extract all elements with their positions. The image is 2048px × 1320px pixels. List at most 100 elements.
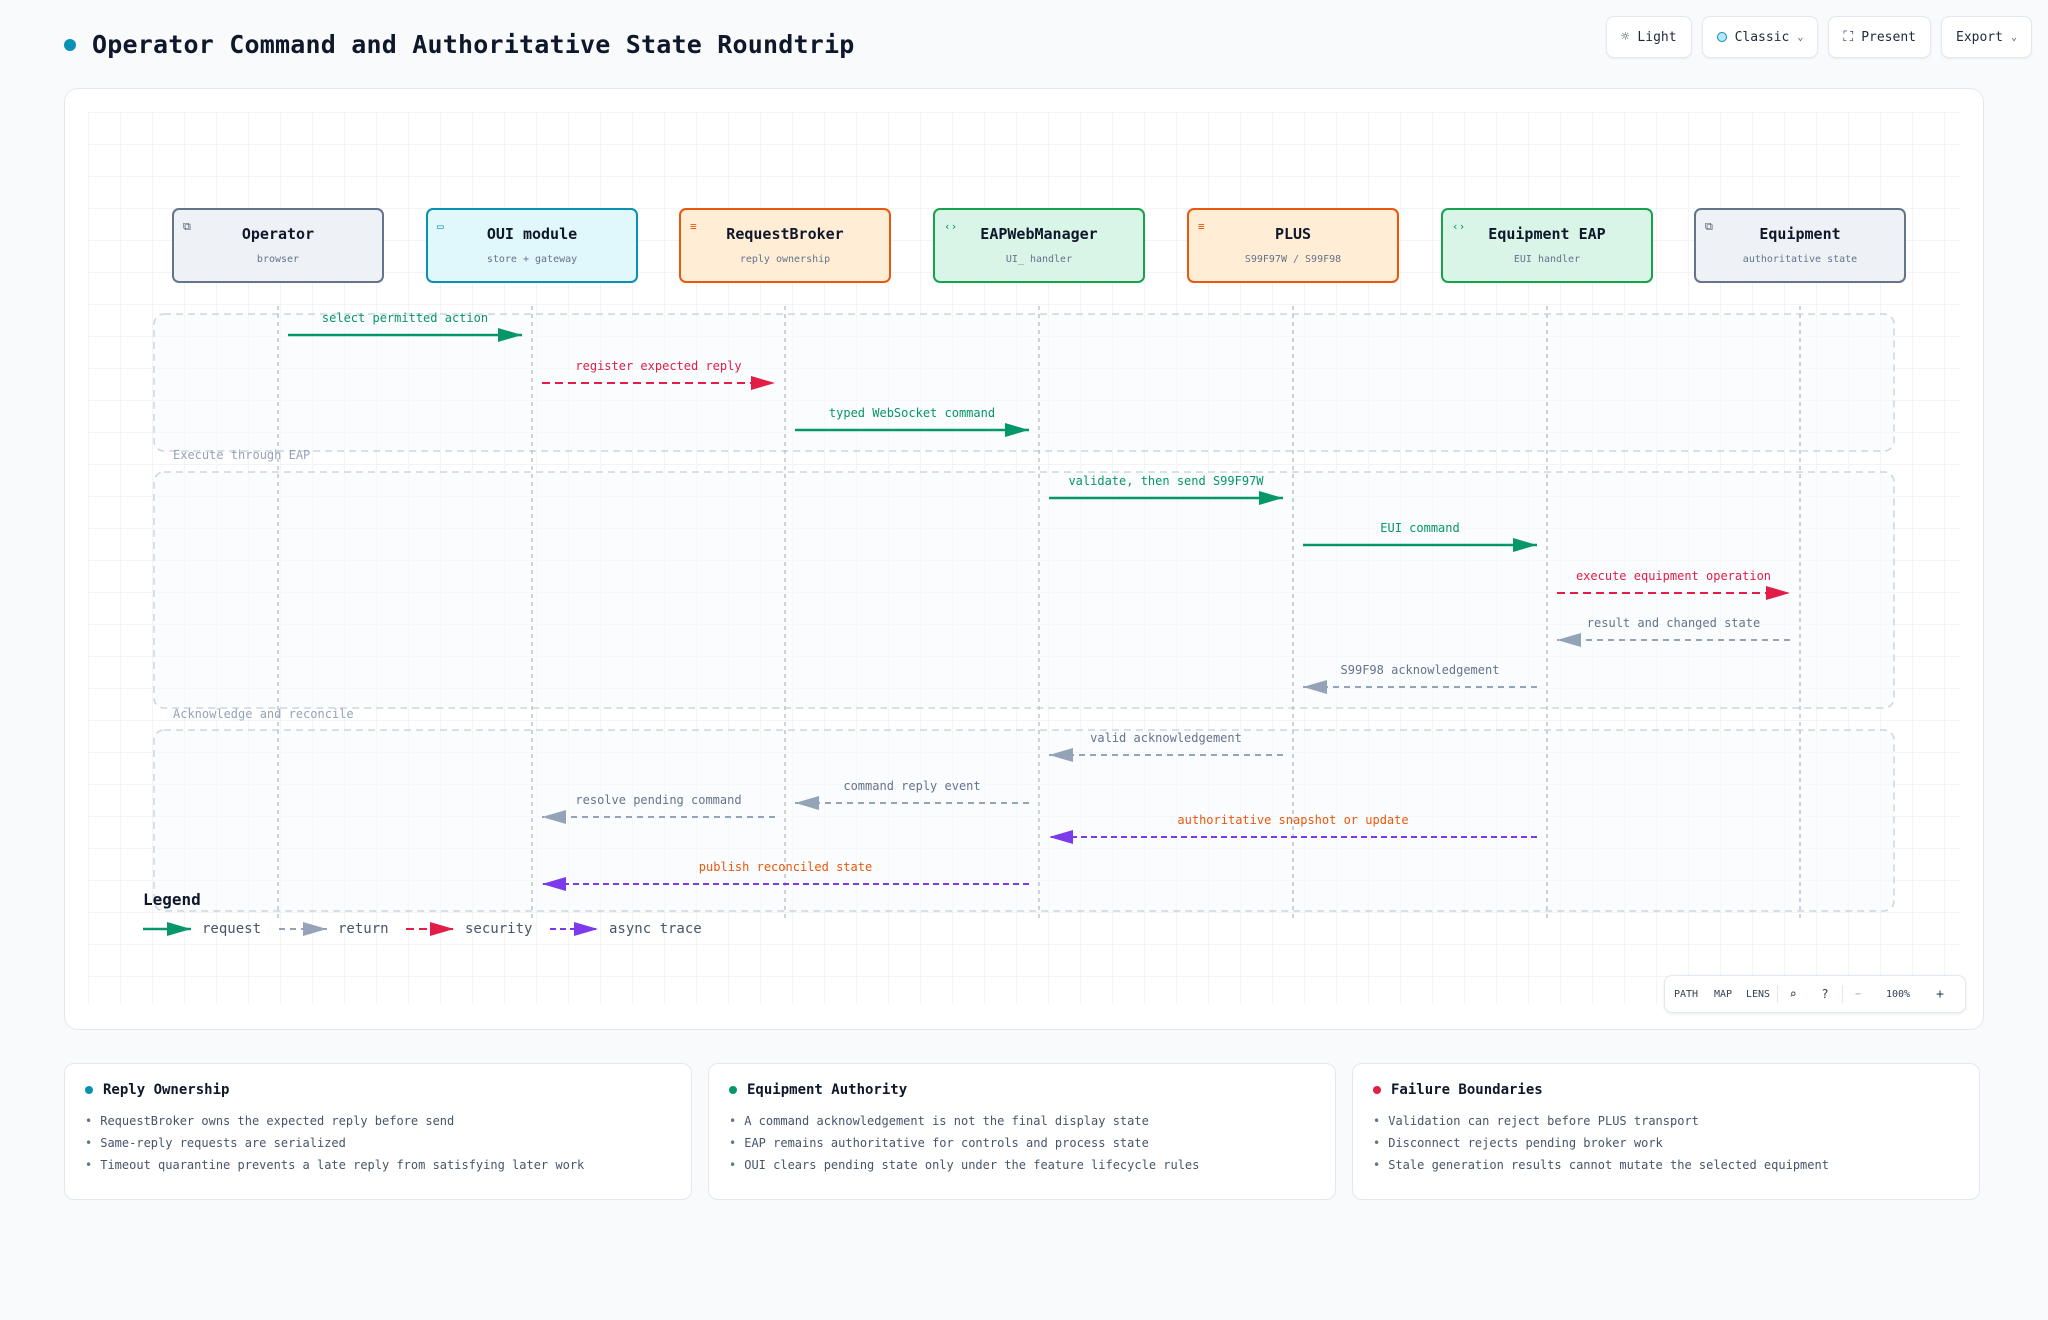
participant-subtitle: store + gateway	[487, 254, 577, 265]
divider	[1842, 985, 1843, 1003]
card-header: Reply Ownership	[85, 1082, 671, 1098]
message-label: execute equipment operation	[1576, 569, 1771, 583]
theme-light-label: Light	[1637, 29, 1677, 45]
info-card: Reply Ownership RequestBroker owns the ex…	[64, 1063, 692, 1200]
legend-label: request	[202, 921, 261, 937]
card-header: Equipment Authority	[729, 1082, 1315, 1098]
zoom-in-button[interactable]: +	[1936, 986, 1944, 1002]
participant-equipment-eap[interactable]	[1441, 208, 1653, 283]
style-classic-label: Classic	[1734, 29, 1790, 45]
browser-icon: ▭	[437, 220, 444, 233]
page-title: Operator Command and Authoritative State…	[92, 30, 855, 59]
legend-label: return	[338, 921, 389, 937]
participant-name: PLUS	[1275, 225, 1311, 243]
search-icon[interactable]: ⌕	[1789, 987, 1797, 1001]
zoom-toolbar: PATH MAP LENS ⌕ ? − 100% +	[1664, 975, 1966, 1013]
message-label: register expected reply	[575, 359, 741, 373]
export-dropdown[interactable]: Export ⌄	[1941, 16, 2032, 58]
legend-label: async trace	[609, 921, 702, 937]
group-frame	[153, 471, 1895, 709]
participant-subtitle: reply ownership	[740, 254, 830, 265]
list-item: Disconnect rejects pending broker work	[1373, 1132, 1959, 1154]
info-cards: Reply Ownership RequestBroker owns the ex…	[64, 1063, 1980, 1200]
list-item: Validation can reject before PLUS transp…	[1373, 1110, 1959, 1132]
path-toggle[interactable]: PATH	[1673, 988, 1699, 1000]
code-icon: ‹›	[944, 220, 957, 233]
list-icon: ≡	[690, 220, 697, 233]
message-label: valid acknowledgement	[1090, 731, 1242, 745]
list-item: A command acknowledgement is not the fin…	[729, 1110, 1315, 1132]
style-classic-dropdown[interactable]: Classic ⌄	[1701, 16, 1819, 58]
lens-toggle[interactable]: LENS	[1745, 988, 1771, 1000]
theme-light-button[interactable]: ☼ Light	[1605, 16, 1692, 58]
participant-equipment[interactable]	[1694, 208, 1906, 283]
message-label: S99F98 acknowledgement	[1341, 663, 1500, 677]
list-item: EAP remains authoritative for controls a…	[729, 1132, 1315, 1154]
window-icon: ⧉	[183, 220, 191, 233]
message-label: typed WebSocket command	[829, 406, 995, 420]
palette-dot-icon	[1716, 32, 1727, 42]
present-label: Present	[1861, 29, 1916, 45]
participant-name: EAPWebManager	[980, 225, 1097, 243]
participant-subtitle: S99F97W / S99F98	[1245, 254, 1341, 265]
participant-plus[interactable]	[1187, 208, 1399, 283]
participant-subtitle: authoritative state	[1743, 254, 1857, 265]
header: Operator Command and Authoritative State…	[64, 30, 855, 59]
participant-subtitle: EUI handler	[1514, 254, 1580, 265]
list-icon: ≡	[1198, 220, 1205, 233]
card-list: Validation can reject before PLUS transp…	[1373, 1110, 1959, 1176]
participant-requestbroker[interactable]	[679, 208, 891, 283]
info-card: Equipment Authority A command acknowledge…	[708, 1063, 1336, 1200]
card-title: Equipment Authority	[747, 1082, 908, 1098]
chevron-down-icon: ⌄	[1797, 31, 1804, 43]
group-frame	[153, 729, 1895, 912]
participant-name: Equipment	[1759, 225, 1840, 243]
list-item: OUI clears pending state only under the …	[729, 1154, 1315, 1176]
message-label: validate, then send S99F97W	[1068, 474, 1264, 488]
group-label: Acknowledge and reconcile	[173, 707, 354, 721]
list-item: Stale generation results cannot mutate t…	[1373, 1154, 1959, 1176]
toolbar: ☼ Light Classic ⌄ ⛶ Present Export ⌄	[1605, 16, 2032, 58]
code-icon: ‹›	[1452, 220, 1465, 233]
participant-name: OUI module	[487, 225, 577, 243]
group-frame	[153, 313, 1895, 452]
zoom-out-button[interactable]: −	[1854, 988, 1862, 1000]
message-label: result and changed state	[1587, 616, 1760, 630]
status-dot-icon	[1373, 1086, 1381, 1094]
present-button[interactable]: ⛶ Present	[1828, 16, 1931, 58]
info-card: Failure Boundaries Validation can reject …	[1352, 1063, 1980, 1200]
divider	[1777, 985, 1778, 1003]
status-dot-icon	[729, 1086, 737, 1094]
help-icon[interactable]: ?	[1821, 987, 1829, 1001]
participant-oui-module[interactable]	[426, 208, 638, 283]
participant-name: Operator	[242, 225, 314, 243]
participant-eapwebmanager[interactable]	[933, 208, 1145, 283]
list-item: Same-reply requests are serialized	[85, 1132, 671, 1154]
export-label: Export	[1956, 29, 2003, 45]
participant-subtitle: browser	[257, 254, 299, 265]
card-title: Failure Boundaries	[1391, 1082, 1543, 1098]
list-item: Timeout quarantine prevents a late reply…	[85, 1154, 671, 1176]
list-item: RequestBroker owns the expected reply be…	[85, 1110, 671, 1132]
window-icon: ⧉	[1705, 220, 1713, 233]
title-dot-icon	[64, 38, 76, 51]
card-list: RequestBroker owns the expected reply be…	[85, 1110, 671, 1176]
participant-name: Equipment EAP	[1488, 225, 1605, 243]
fullscreen-icon: ⛶	[1843, 29, 1854, 45]
message-label: command reply event	[843, 779, 980, 793]
zoom-level: 100%	[1885, 988, 1911, 1000]
card-list: A command acknowledgement is not the fin…	[729, 1110, 1315, 1176]
legend-title: Legend	[143, 890, 201, 909]
participant-name: RequestBroker	[726, 225, 843, 243]
card-header: Failure Boundaries	[1373, 1082, 1959, 1098]
map-toggle[interactable]: MAP	[1713, 988, 1733, 1000]
chevron-down-icon: ⌄	[2010, 31, 2017, 43]
group-label: Execute through EAP	[173, 448, 310, 462]
status-dot-icon	[85, 1086, 93, 1094]
legend-label: security	[465, 921, 532, 937]
message-label: resolve pending command	[575, 793, 741, 807]
participant-operator[interactable]	[172, 208, 384, 283]
message-label: publish reconciled state	[699, 860, 872, 874]
message-label: select permitted action	[322, 311, 488, 325]
